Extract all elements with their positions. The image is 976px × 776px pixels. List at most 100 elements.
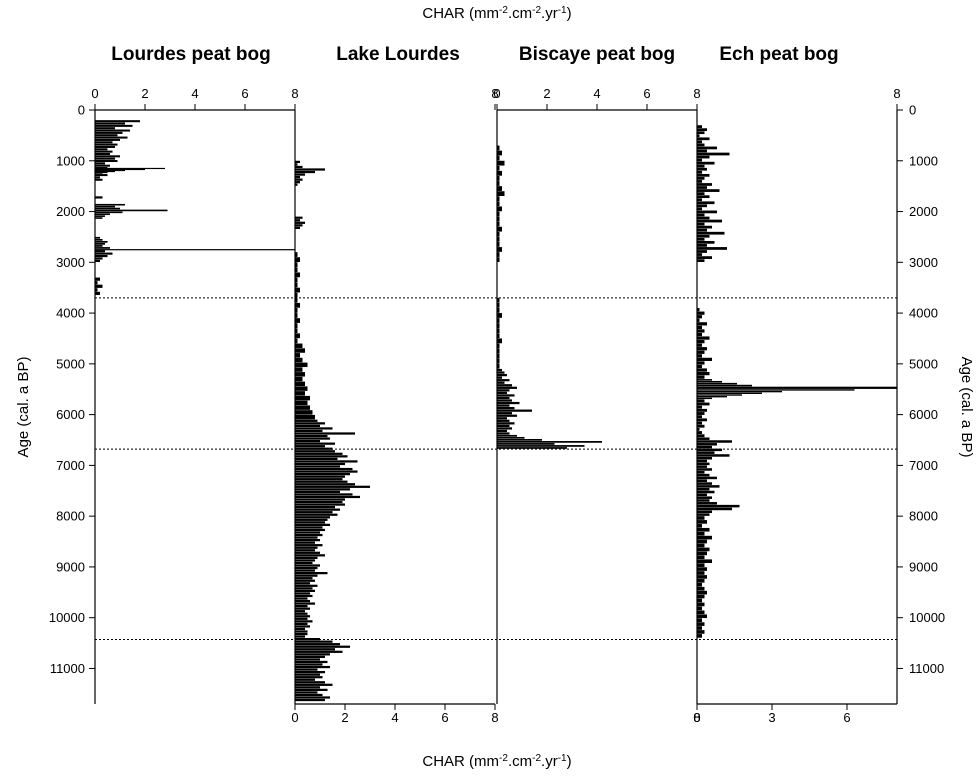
bar-mark [295,582,310,585]
bar-mark [295,564,320,567]
age-tick-label-right: 7000 [909,458,938,473]
bar-mark [295,405,310,410]
bar-mark [295,544,323,547]
x-tick-label: 0 [291,710,298,725]
bar-mark [697,311,705,315]
bar-mark [697,539,707,544]
bar-mark [497,145,500,151]
bar-mark [295,531,320,534]
age-tick-label-right: 8000 [909,509,938,524]
bar-mark [95,196,103,199]
bar-mark [697,180,702,183]
bar-mark [697,602,705,607]
bar-mark [697,134,700,138]
bar-mark [497,376,502,379]
bar-mark [295,318,300,323]
bar-mark [295,328,298,334]
x-tick-label: 2 [141,86,148,101]
bar-mark [295,488,350,491]
bar-mark [295,533,323,537]
bar-mark [697,412,705,415]
bar-mark [697,240,715,244]
bar-mark [95,176,100,179]
bar-mark [295,617,308,620]
bar-mark [697,364,702,369]
x-tick-label: 0 [91,86,98,101]
bar-mark [497,226,502,232]
bar-mark [497,216,500,222]
bar-mark [295,549,315,552]
bar-mark [697,164,705,168]
bar-mark [295,493,353,496]
bar-mark [295,536,318,539]
bar-mark [295,450,335,453]
bar-mark [697,457,712,460]
bar-mark [497,381,505,384]
bar-mark [295,462,345,466]
bar-mark [95,257,103,260]
bar-mark [697,173,710,177]
bottom-axis-title: CHAR (mm-2.cm-2.yr-1) [422,753,571,771]
bar-mark [95,131,123,134]
bar-mark [697,445,712,449]
bar-mark [697,143,705,147]
bar-mark [295,170,315,174]
bar-mark [697,502,717,505]
bar-mark [697,149,707,153]
bar-mark [697,213,705,217]
bar-mark [295,216,303,219]
bar-mark [295,589,315,593]
bar-mark [295,668,318,671]
bar-mark [497,206,502,212]
bar-mark [295,607,310,610]
age-tick-label-left: 3000 [56,255,85,270]
bar-mark [697,479,707,483]
bar-mark [697,158,702,162]
bar-mark [497,150,502,156]
bar-mark [295,395,310,401]
bar-mark [697,336,710,340]
bar-mark [697,247,727,250]
bar-mark [95,209,168,212]
bar-mark [95,245,103,247]
bar-mark [295,625,310,628]
bar-mark [295,414,315,420]
bar-mark [697,555,705,560]
bar-mark [295,660,328,664]
bar-mark [697,610,705,615]
bar-mark [295,445,325,448]
bar-mark [697,250,707,253]
bar-mark [295,605,308,608]
bar-mark [697,125,702,128]
bar-mark [295,465,340,468]
bar-mark [295,391,305,396]
x-tick-label: 0 [493,86,500,101]
bar-mark [497,434,517,437]
bar-mark [697,322,707,326]
bar-mark [697,350,705,354]
bar-mark [497,394,515,397]
bar-mark [295,457,338,461]
bar-mark [697,476,717,480]
bar-mark [697,516,705,520]
bar-mark [497,170,502,176]
bar-mark [295,655,325,659]
bar-mark [95,247,110,249]
bar-mark [295,516,330,519]
bar-mark [95,120,140,123]
bar-mark [95,145,115,148]
bar-mark [295,277,298,283]
x-tick-label: 6 [441,710,448,725]
bar-mark [295,357,303,363]
bar-mark [295,219,300,222]
bar-mark [697,131,705,135]
x-tick-label: 6 [843,710,850,725]
bar-mark [697,575,707,579]
bar-mark [697,189,720,192]
bar-mark [95,284,103,288]
bar-mark [497,338,502,344]
bar-mark [295,410,313,415]
bar-mark [95,250,105,253]
bar-mark [295,645,350,648]
bar-mark [697,606,702,611]
